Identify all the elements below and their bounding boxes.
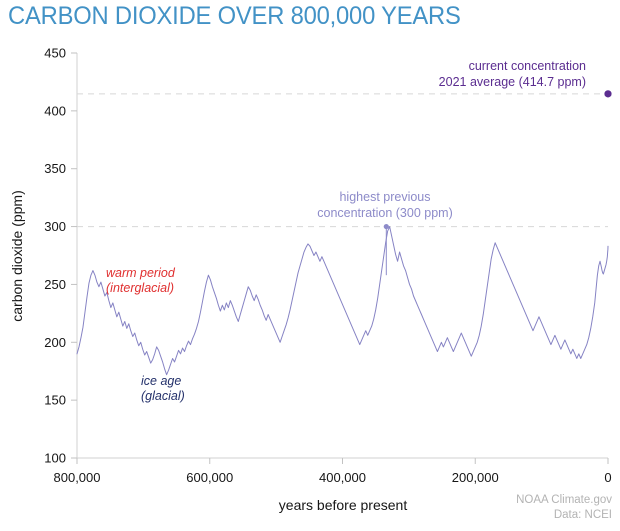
annotation-warm-line2: (interglacial) <box>106 281 174 295</box>
x-tick-label: 400,000 <box>319 470 366 485</box>
y-tick-label: 200 <box>44 335 66 350</box>
y-tick-label: 300 <box>44 219 66 234</box>
y-axis-title: carbon dioxide (ppm) <box>9 190 25 322</box>
y-axis-ticks: 100 150 200 250 300 350 400 450 <box>44 46 77 466</box>
annotation-current-line1: current concentration <box>469 59 586 73</box>
x-tick-label: 0 <box>604 470 611 485</box>
x-tick-label: 200,000 <box>452 470 499 485</box>
page-title: CARBON DIOXIDE OVER 800,000 YEARS <box>8 2 461 30</box>
x-axis-ticks: 800,000 600,000 400,000 200,000 0 <box>54 458 612 485</box>
y-tick-label: 250 <box>44 277 66 292</box>
x-tick-label: 800,000 <box>54 470 101 485</box>
y-tick-label: 450 <box>44 46 66 61</box>
co2-data-line <box>76 226 609 376</box>
y-tick-label: 400 <box>44 103 66 118</box>
annotation-ice-line1: ice age <box>141 374 181 388</box>
data-markers <box>383 90 612 230</box>
annotation-ice-line2: (glacial) <box>141 389 185 403</box>
y-tick-label: 100 <box>44 451 66 466</box>
credit-line2: Data: NCEI <box>554 509 612 521</box>
y-tick-label: 150 <box>44 393 66 408</box>
data-point-marker <box>604 90 612 98</box>
credit-line1: NOAA Climate.gov <box>516 494 612 506</box>
annotation-highest-line2: concentration (300 ppm) <box>317 206 453 220</box>
x-tick-label: 600,000 <box>186 470 233 485</box>
data-point-marker <box>383 223 389 230</box>
y-tick-label: 350 <box>44 161 66 176</box>
annotation-warm-line1: warm period <box>106 266 176 280</box>
annotation-current-line2: 2021 average (414.7 ppm) <box>439 75 586 89</box>
annotation-highest-line1: highest previous <box>339 190 430 204</box>
reference-lines <box>77 93 608 228</box>
x-axis-title: years before present <box>279 497 408 513</box>
